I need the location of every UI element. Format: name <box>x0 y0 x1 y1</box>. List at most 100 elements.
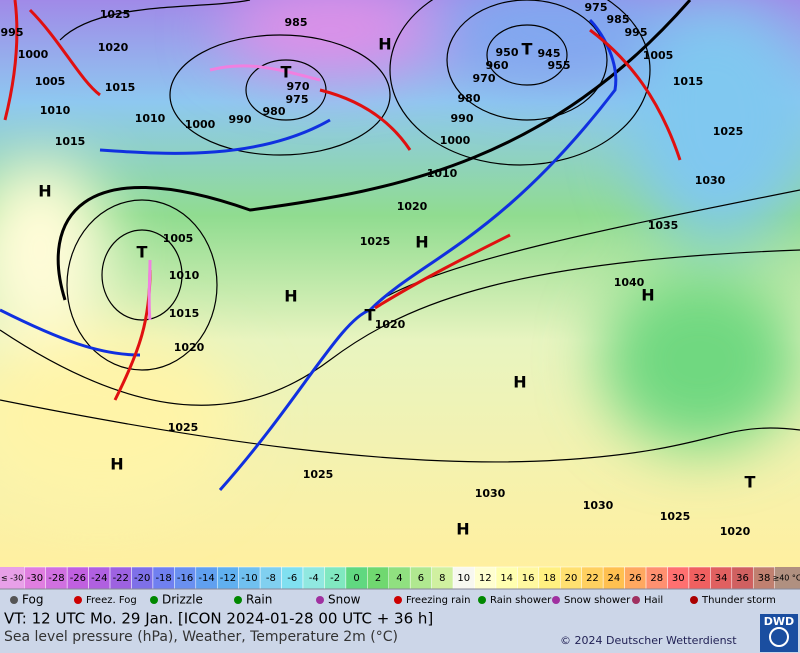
legend-icon <box>316 596 324 604</box>
pressure-label: 1010 <box>169 269 200 282</box>
pressure-label: 1035 <box>648 219 679 232</box>
scale-cell <box>775 567 800 589</box>
pressure-center: H <box>415 233 428 252</box>
pressure-label: 1025 <box>660 510 691 523</box>
legend-label: Thunder storm <box>701 595 776 606</box>
scale-label: -14 <box>198 573 214 584</box>
pressure-label: 1000 <box>440 134 471 147</box>
scale-label: 14 <box>500 573 513 584</box>
occlusion <box>147 64 321 321</box>
pressure-center: H <box>641 286 654 305</box>
legend-label: Rain shower <box>490 595 552 606</box>
scale-label: 18 <box>543 573 556 584</box>
pressure-label: 1015 <box>673 75 704 88</box>
copyright: © 2024 Deutscher Wetterdienst <box>560 634 737 647</box>
scale-label: -12 <box>220 573 236 584</box>
pressure-label: 960 <box>486 59 509 72</box>
legend-icon <box>394 596 402 604</box>
scale-label: -6 <box>287 573 297 584</box>
pressure-label: 1030 <box>695 174 726 187</box>
pressure-label: 1030 <box>475 487 506 500</box>
pressure-label: 1015 <box>55 135 86 148</box>
cold-front <box>0 118 331 357</box>
scale-label: -16 <box>177 573 193 584</box>
pressure-label: 1025 <box>303 468 334 481</box>
scale-label: 32 <box>693 573 706 584</box>
scale-label: 4 <box>396 573 402 584</box>
pressure-label: 1040 <box>614 276 645 289</box>
pressure-center: H <box>513 373 526 392</box>
pressure-label: 1000 <box>185 118 216 131</box>
legend-label: Snow shower <box>564 595 631 606</box>
pressure-label: 1010 <box>40 104 71 117</box>
pressure-label: 1025 <box>360 235 391 248</box>
legend-label: Hail <box>644 595 663 606</box>
pressure-center: H <box>284 287 297 306</box>
temperature-field <box>0 0 800 510</box>
pressure-label: 990 <box>451 112 474 125</box>
pressure-label: 980 <box>263 105 286 118</box>
legend-icon <box>74 596 82 604</box>
pressure-center: T <box>137 243 148 262</box>
scale-label: 16 <box>522 573 535 584</box>
scale-label: -4 <box>309 573 319 584</box>
pressure-center: T <box>365 306 376 325</box>
legend-icon <box>552 596 560 604</box>
pressure-label: 980 <box>458 92 481 105</box>
pressure-label: 1025 <box>713 125 744 138</box>
legend-label: Drizzle <box>162 593 203 607</box>
scale-label: 38 <box>758 573 771 584</box>
scale-label: 8 <box>439 573 445 584</box>
legend-icon <box>632 596 640 604</box>
scale-label: 20 <box>565 573 578 584</box>
legend-icon <box>478 596 486 604</box>
valid-time: VT: 12 UTC Mo. 29 Jan. [ICON 2024-01-28 … <box>4 610 433 628</box>
pressure-center: H <box>110 455 123 474</box>
pressure-label: 1015 <box>105 81 136 94</box>
warm-front <box>3 0 682 401</box>
scale-label: 24 <box>608 573 621 584</box>
pressure-label: 975 <box>286 93 309 106</box>
scale-label: 6 <box>418 573 424 584</box>
pressure-label: 985 <box>607 13 630 26</box>
scale-label: 22 <box>586 573 599 584</box>
scale-label: 26 <box>629 573 642 584</box>
scale-label: 36 <box>736 573 749 584</box>
color-scale: ≤ -30 -30 -28 -26 -24 -22 -20 -18 -16 -14 -12 -10 -8… <box>0 566 800 590</box>
scale-label: 30 <box>672 573 685 584</box>
legend-label: Freez. Fog <box>86 595 137 606</box>
pressure-center: T <box>745 473 756 492</box>
pressure-label: 1025 <box>100 8 131 21</box>
scale-label: -28 <box>48 573 64 584</box>
pressure-label: 1030 <box>583 499 614 512</box>
pressure-label: 995 <box>625 26 648 39</box>
pressure-center: T <box>281 63 292 82</box>
isobar-1015 <box>56 0 692 301</box>
dwd-logo-text: DWD <box>764 615 794 628</box>
legend-label: Fog <box>22 593 43 607</box>
pressure-label: 970 <box>473 72 496 85</box>
pressure-center: T <box>522 40 533 59</box>
pressure-label: 945 <box>538 47 561 60</box>
pressure-label: 1005 <box>35 75 66 88</box>
scale-label: -2 <box>330 573 340 584</box>
scale-cell <box>0 567 24 589</box>
pressure-center: H <box>38 182 51 201</box>
scale-label: 28 <box>650 573 663 584</box>
isobars <box>0 0 800 463</box>
pressure-label: 955 <box>548 59 571 72</box>
pressure-label: 975 <box>585 1 608 14</box>
legend-label: Freezing rain <box>406 595 470 606</box>
cold-front <box>218 18 618 491</box>
scale-label: 2 <box>375 573 381 584</box>
pressure-label: 1020 <box>720 525 751 538</box>
pressure-label: 950 <box>496 46 519 59</box>
pressure-label: 990 <box>229 113 252 126</box>
pressure-center: H <box>378 35 391 54</box>
legend-icon <box>690 596 698 604</box>
pressure-label: 1010 <box>135 112 166 125</box>
pressure-label: 970 <box>287 80 310 93</box>
scale-label: -20 <box>134 573 150 584</box>
scale-label: -22 <box>113 573 129 584</box>
